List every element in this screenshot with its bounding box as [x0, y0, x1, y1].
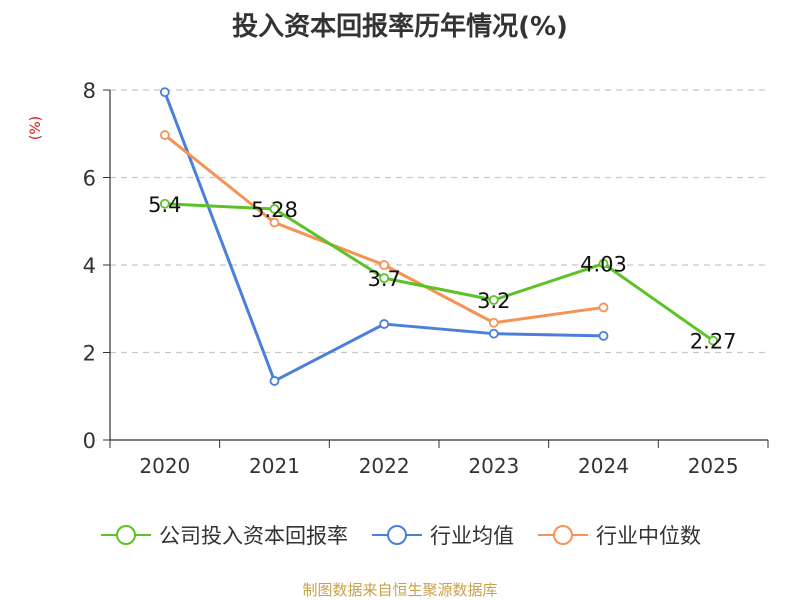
- y-tick-label-2: 2: [83, 342, 96, 366]
- data-point-s0-2025: [708, 335, 719, 346]
- data-point-s1-2022: [379, 319, 390, 329]
- legend-label-company: 公司投入资本回报率: [159, 524, 348, 548]
- chart-title: 投入资本回报率历年情况(%): [232, 12, 568, 42]
- legend-marker-industry-mean: [372, 525, 422, 545]
- y-tick-label-4: 4: [83, 254, 96, 278]
- data-point-s2-2023: [488, 317, 499, 328]
- axes: 0 2 4 6 8 2020 2021 2022 2023 2024 2025: [83, 79, 769, 478]
- data-label-2021: 5.28: [251, 198, 298, 222]
- legend: 公司投入资本回报率 行业均值 行业中位数: [0, 520, 800, 550]
- data-point-s0-2022: [379, 273, 390, 284]
- data-label-2022: 3.7: [367, 267, 400, 291]
- data-labels: 5.4 5.28 3.7 3.2 4.03 2.27: [148, 193, 736, 354]
- series-lines: [159, 87, 719, 386]
- data-point-s2-2020: [159, 130, 170, 140]
- series-line-0: [164, 202, 715, 342]
- source-note: 制图数据来自恒生聚源数据库: [302, 581, 498, 599]
- data-label-2024: 4.03: [580, 253, 627, 277]
- data-point-s0-2021: [269, 204, 280, 214]
- legend-item-industry-median[interactable]: 行业中位数: [536, 520, 701, 550]
- x-tick-label-2024: 2024: [578, 454, 629, 478]
- data-point-s0-2024: [598, 258, 609, 269]
- legend-marker-industry-median: [538, 525, 588, 545]
- data-point-s1-2021: [269, 376, 280, 386]
- legend-marker-company: [101, 525, 151, 545]
- grid-lines: [110, 89, 768, 354]
- series-line-1: [163, 91, 604, 383]
- x-tick-label-2020: 2020: [139, 454, 190, 478]
- legend-item-industry-mean[interactable]: 行业均值: [370, 520, 514, 550]
- data-point-s1-2020: [159, 87, 170, 98]
- data-point-s2-2024: [598, 302, 609, 313]
- series-line-2: [163, 133, 604, 325]
- legend-label-industry-mean: 行业均值: [430, 524, 514, 548]
- data-label-2020: 5.4: [148, 193, 181, 217]
- data-label-2023: 3.2: [477, 289, 510, 313]
- y-tick-label-8: 8: [83, 79, 96, 103]
- data-point-s2-2022: [379, 260, 390, 270]
- data-label-2025: 2.27: [690, 330, 737, 354]
- x-tick-label-2023: 2023: [468, 454, 519, 478]
- data-point-s1-2023: [488, 328, 499, 339]
- y-tick-label-0: 0: [83, 429, 96, 453]
- data-point-s0-2023: [488, 295, 499, 305]
- y-tick-label-6: 6: [83, 167, 96, 191]
- x-tick-label-2022: 2022: [359, 454, 410, 478]
- data-point-s1-2024: [598, 330, 609, 341]
- data-point-s2-2021: [269, 217, 280, 228]
- legend-label-industry-median: 行业中位数: [596, 524, 701, 548]
- data-point-s0-2020: [159, 198, 170, 209]
- legend-item-company[interactable]: 公司投入资本回报率: [99, 520, 348, 550]
- x-tick-label-2025: 2025: [688, 454, 739, 478]
- x-tick-label-2021: 2021: [249, 454, 300, 478]
